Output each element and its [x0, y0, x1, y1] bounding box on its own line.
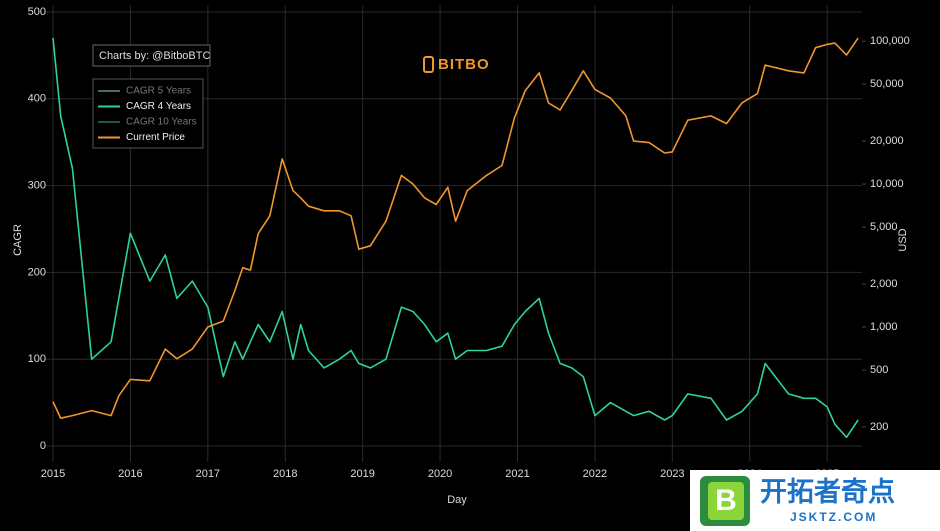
y2-tick-label: 100,000 — [870, 35, 910, 47]
logo-text: BITBO — [438, 56, 490, 73]
x-tick-label: 2018 — [273, 468, 297, 480]
y-tick-label: 400 — [28, 93, 46, 105]
y-tick-label: 500 — [28, 6, 46, 18]
y2-tick-label: 200 — [870, 421, 888, 433]
y-tick-label: 0 — [40, 440, 46, 452]
logo: BITBO — [423, 56, 490, 73]
y2-tick-label: 10,000 — [870, 178, 904, 190]
x-tick-label: 2017 — [196, 468, 220, 480]
series-line — [52, 37, 859, 439]
watermark-icon-inner — [708, 482, 744, 520]
credit: Charts by: @BitboBTC — [99, 50, 210, 62]
legend: CAGR 5 Years CAGR 4 Years CAGR 10 Years Cur… — [98, 86, 197, 143]
plot-lines — [52, 37, 859, 439]
y2-tick-label: 2,000 — [870, 278, 898, 290]
legend-label: Current Price — [126, 132, 185, 143]
x-tick-label: 2022 — [583, 468, 607, 480]
watermark: B 开拓者奇点 JSKTZ.COM — [690, 470, 940, 531]
y2-tick-label: 5,000 — [870, 221, 898, 233]
series-line — [52, 37, 859, 419]
x-tick-label: 2019 — [350, 468, 374, 480]
watermark-icon-letter: B — [715, 484, 737, 517]
x-tick-label: 2021 — [505, 468, 529, 480]
y-tick-label: 100 — [28, 353, 46, 365]
y2-tick-label: 500 — [870, 364, 888, 376]
y-tick-label: 300 — [28, 180, 46, 192]
legend-label: CAGR 10 Years — [126, 117, 197, 128]
y2-axis-title: USD — [897, 228, 909, 251]
logo-icon — [423, 56, 434, 73]
y-tick-label: 200 — [28, 266, 46, 278]
y2-tick-label: 1,000 — [870, 321, 898, 333]
legend-label: CAGR 5 Years — [126, 86, 191, 97]
x-tick-label: 2023 — [660, 468, 684, 480]
x-tick-label: 2015 — [41, 468, 65, 480]
credit-box — [92, 44, 211, 67]
y-axis-title: CAGR — [12, 224, 24, 256]
watermark-url: JSKTZ.COM — [790, 510, 877, 524]
x-axis-title: Day — [447, 494, 467, 506]
y2-tick-label: 20,000 — [870, 135, 904, 147]
x-tick-label: 2016 — [118, 468, 142, 480]
y2-tick-label: 50,000 — [870, 78, 904, 90]
watermark-brand: 开拓者奇点 — [760, 477, 895, 507]
legend-label: CAGR 4 Years — [126, 101, 191, 112]
x-tick-label: 2020 — [428, 468, 452, 480]
